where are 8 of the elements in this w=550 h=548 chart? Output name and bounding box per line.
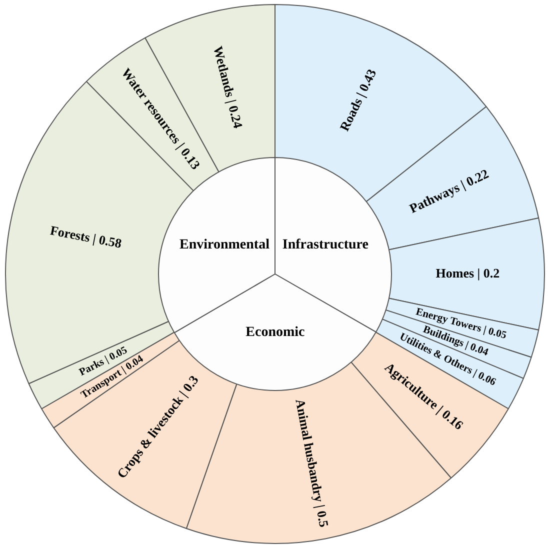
slice-label: Environmental xyxy=(180,238,270,253)
slice-label: Homes | 0.2 xyxy=(436,265,500,280)
slice-label: Economic xyxy=(246,324,305,340)
slice-label: Wetlands | 0.24 xyxy=(210,44,246,130)
slice-label: Animal husbandry | 0.5 xyxy=(292,398,332,529)
slice-label: Infrastructure xyxy=(282,237,368,252)
slice-label: Forests | 0.58 xyxy=(49,222,124,252)
slice-label: Roads | 0.43 xyxy=(336,66,380,134)
